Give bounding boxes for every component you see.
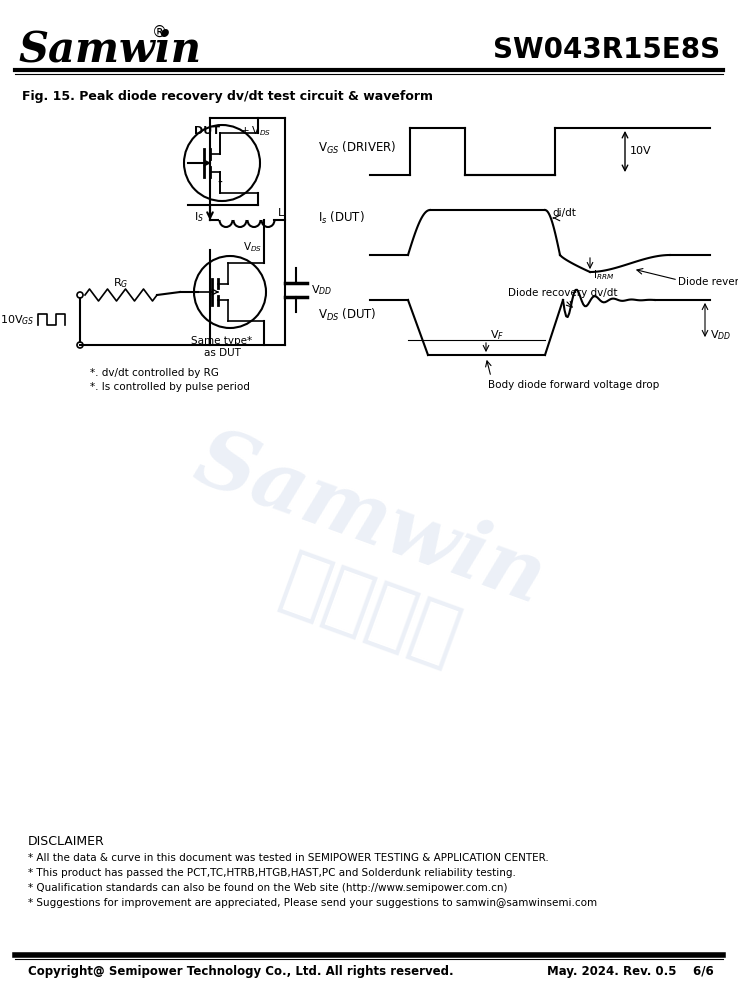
Text: V$_{DS}$ (DUT): V$_{DS}$ (DUT) [318,307,376,323]
Text: + V$_{DS}$: + V$_{DS}$ [240,124,271,138]
Text: -: - [218,176,222,190]
Text: * Suggestions for improvement are appreciated, Please send your suggestions to s: * Suggestions for improvement are apprec… [28,898,597,908]
Text: Copyright@ Semipower Technology Co., Ltd. All rights reserved.: Copyright@ Semipower Technology Co., Ltd… [28,966,454,978]
Text: Samwin: Samwin [18,29,201,71]
Text: Samwin: Samwin [184,420,556,620]
Text: Body diode forward voltage drop: Body diode forward voltage drop [488,380,659,390]
Text: * Qualification standards can also be found on the Web site (http://www.semipowe: * Qualification standards can also be fo… [28,883,508,893]
Text: L: L [278,208,284,218]
Text: as DUT: as DUT [204,348,241,358]
Text: I$_{RRM}$: I$_{RRM}$ [593,268,614,282]
Text: V$_{DD}$: V$_{DD}$ [311,283,332,297]
Text: Diode reverse current: Diode reverse current [678,277,738,287]
Text: Same type*: Same type* [191,336,252,346]
Text: 内部保密: 内部保密 [271,544,469,676]
Text: ®: ® [152,24,168,39]
Text: DUT: DUT [194,126,220,136]
Text: V$_{DS}$: V$_{DS}$ [243,240,262,254]
Text: I$_s$ (DUT): I$_s$ (DUT) [318,210,365,226]
Text: di/dt: di/dt [552,208,576,218]
Text: 10V: 10V [630,146,652,156]
Text: May. 2024. Rev. 0.5    6/6: May. 2024. Rev. 0.5 6/6 [548,966,714,978]
Text: V$_{GS}$ (DRIVER): V$_{GS}$ (DRIVER) [318,140,396,156]
Text: * This product has passed the PCT,TC,HTRB,HTGB,HAST,PC and Solderdunk reliabilit: * This product has passed the PCT,TC,HTR… [28,868,516,878]
Text: *. Is controlled by pulse period: *. Is controlled by pulse period [90,382,250,392]
Text: Diode recovery dv/dt: Diode recovery dv/dt [508,288,618,298]
Text: DISCLAIMER: DISCLAIMER [28,835,105,848]
Text: SW043R15E8S: SW043R15E8S [493,36,720,64]
Text: *. dv/dt controlled by RG: *. dv/dt controlled by RG [90,368,219,378]
Text: R$_G$: R$_G$ [113,276,128,290]
Text: V$_F$: V$_F$ [490,328,504,342]
Text: 10V$_{GS}$: 10V$_{GS}$ [1,313,35,327]
Text: I$_S$: I$_S$ [194,210,204,224]
Text: V$_{DD}$: V$_{DD}$ [710,328,731,342]
Text: * All the data & curve in this document was tested in SEMIPOWER TESTING & APPLIC: * All the data & curve in this document … [28,853,549,863]
Text: Fig. 15. Peak diode recovery dv/dt test circuit & waveform: Fig. 15. Peak diode recovery dv/dt test … [22,90,433,103]
